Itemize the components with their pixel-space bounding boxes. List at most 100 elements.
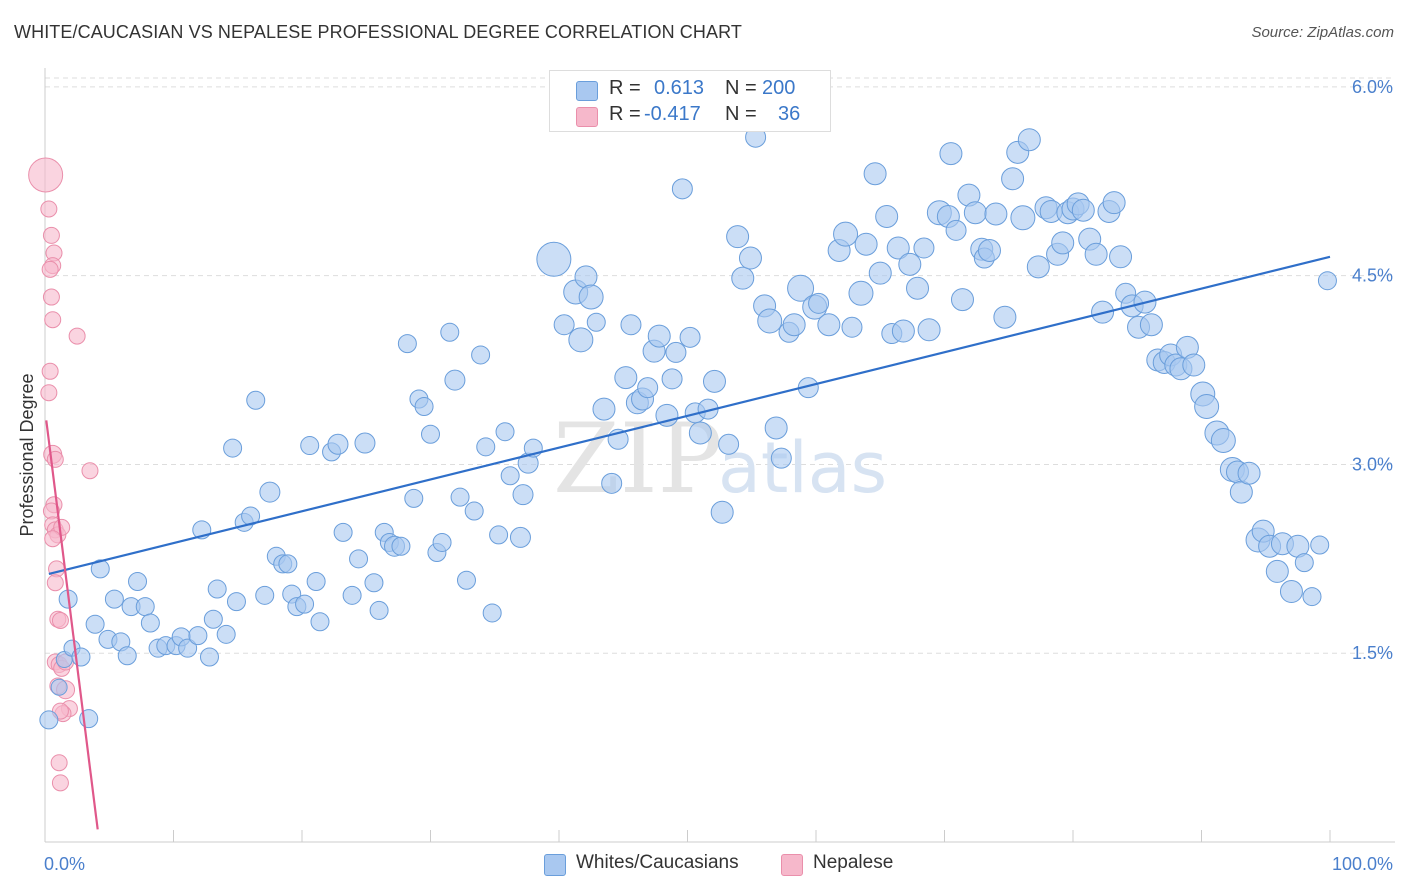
nepalese-point <box>44 530 62 548</box>
white-caucasian-point <box>1182 353 1206 377</box>
watermark-atlas: atlas <box>718 427 887 509</box>
white-caucasian-point <box>354 432 376 454</box>
white-caucasian-point <box>1317 271 1337 291</box>
nepalese-point <box>40 200 58 218</box>
white-caucasian-point <box>710 500 734 524</box>
white-caucasian-point <box>738 246 762 270</box>
nepalese-point <box>68 327 86 345</box>
legend-r-value: 0.613 <box>654 77 705 99</box>
legend-r-label: R = <box>609 77 641 99</box>
x-tick-label: 100.0% <box>1332 854 1393 874</box>
white-caucasian-points <box>39 83 1337 730</box>
white-caucasian-point <box>913 237 935 259</box>
white-caucasian-point <box>1310 535 1330 555</box>
white-caucasian-point <box>614 366 638 390</box>
white-caucasian-point <box>464 501 484 521</box>
nepalese-point <box>42 226 60 244</box>
chart-source: Source: ZipAtlas.com <box>1251 24 1394 41</box>
white-caucasian-point <box>117 646 137 666</box>
white-caucasian-point <box>863 162 887 186</box>
bottom-legend-label: Whites/Caucasians <box>576 852 739 873</box>
nepalese-point <box>51 611 69 629</box>
nepalese-points <box>28 157 99 792</box>
white-caucasian-point <box>945 219 967 241</box>
chart-title: WHITE/CAUCASIAN VS NEPALESE PROFESSIONAL… <box>14 22 742 42</box>
white-caucasian-point <box>391 536 411 556</box>
white-caucasian-point <box>246 390 266 410</box>
bottom-legend-swatch-blue <box>544 854 566 876</box>
white-caucasian-point <box>787 274 815 302</box>
white-caucasian-point <box>223 438 243 458</box>
white-caucasian-point <box>432 532 452 552</box>
white-caucasian-point <box>536 241 572 277</box>
white-caucasian-point <box>450 487 470 507</box>
white-caucasian-point <box>482 603 502 623</box>
white-caucasian-point <box>854 232 878 256</box>
white-caucasian-point <box>939 142 963 166</box>
white-caucasian-point <box>226 592 246 612</box>
white-caucasian-point <box>1194 394 1220 420</box>
white-caucasian-point <box>1102 191 1126 215</box>
white-caucasian-point <box>620 314 642 336</box>
white-caucasian-point <box>601 472 623 494</box>
white-caucasian-point <box>306 571 326 591</box>
legend-n-label: N = <box>725 103 757 125</box>
white-caucasian-point <box>841 316 863 338</box>
white-caucasian-point <box>135 597 155 617</box>
white-caucasian-point <box>757 308 783 334</box>
white-caucasian-point <box>512 484 534 506</box>
axis-labels: 1.5% 3.0% 4.5% 6.0% 0.0% 100.0% Professional D… <box>17 77 1393 874</box>
white-caucasian-point <box>255 585 275 605</box>
white-caucasian-point <box>764 416 788 440</box>
white-caucasian-point <box>891 319 915 343</box>
white-caucasian-point <box>369 600 389 620</box>
white-caucasian-point <box>886 236 910 260</box>
white-caucasian-point <box>495 422 515 442</box>
white-caucasian-point <box>327 433 349 455</box>
white-caucasian-point <box>833 221 859 247</box>
white-caucasian-point <box>770 447 792 469</box>
white-caucasian-point <box>586 312 606 332</box>
white-caucasian-point <box>1279 580 1303 604</box>
nepalese-point <box>44 311 62 329</box>
white-caucasian-point <box>421 424 440 444</box>
x-tick-label: 0.0% <box>44 854 85 874</box>
white-caucasian-point <box>726 225 750 249</box>
white-caucasian-point <box>655 403 679 427</box>
y-tick-label: 6.0% <box>1352 77 1393 97</box>
white-caucasian-point <box>216 624 236 644</box>
nepalese-trendline <box>45 420 99 830</box>
white-caucasian-point <box>364 573 384 593</box>
white-caucasian-point <box>1051 231 1075 255</box>
white-caucasian-point <box>39 710 59 730</box>
white-caucasian-point <box>1237 461 1261 485</box>
white-caucasian-point <box>1302 587 1322 607</box>
white-caucasian-point <box>188 626 208 646</box>
white-caucasian-point <box>1139 313 1163 337</box>
white-caucasian-point <box>574 265 598 289</box>
correlation-legend: R = 0.613 N = 200 R = -0.417 N = 36 <box>549 70 831 132</box>
white-caucasian-point <box>259 481 281 503</box>
nepalese-point <box>51 774 69 792</box>
nepalese-point <box>42 288 60 306</box>
watermark: ZIP atlas <box>553 403 887 515</box>
white-caucasian-point <box>808 292 830 314</box>
white-caucasian-point <box>349 549 369 569</box>
white-caucasian-point <box>963 201 987 225</box>
white-caucasian-point <box>993 305 1017 329</box>
white-caucasian-point <box>848 280 874 306</box>
legend-r-label: R = <box>609 103 641 125</box>
white-caucasian-point <box>333 522 353 542</box>
y-tick-label: 1.5% <box>1352 643 1393 663</box>
white-caucasian-point <box>440 322 460 342</box>
white-caucasian-point <box>404 488 424 508</box>
white-caucasian-point <box>509 526 531 548</box>
white-caucasian-point <box>568 327 594 353</box>
nepalese-point <box>81 462 99 480</box>
white-caucasian-point <box>671 178 693 200</box>
white-caucasian-point <box>128 571 148 591</box>
bottom-legend-label: Nepalese <box>813 852 894 873</box>
white-caucasian-point <box>731 266 755 290</box>
white-caucasian-point <box>1265 559 1289 583</box>
